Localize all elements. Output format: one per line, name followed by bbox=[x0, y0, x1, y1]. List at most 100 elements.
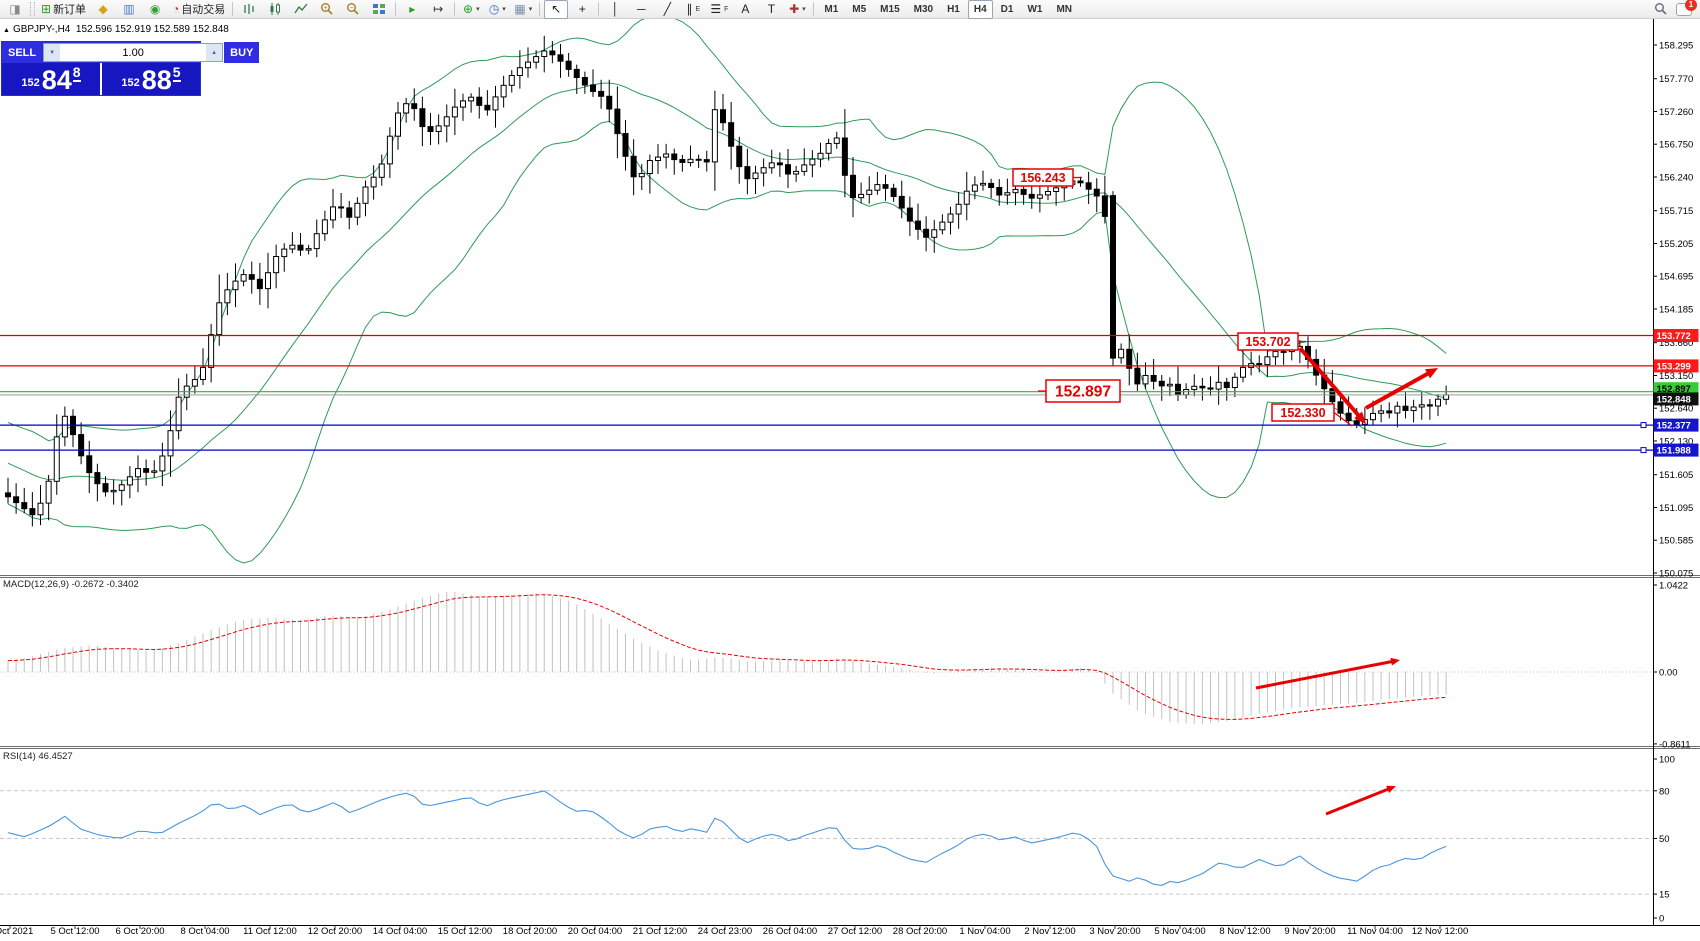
text-button[interactable]: A bbox=[733, 0, 757, 19]
time-axis: 1 Oct 2021 5 Oct 12:00 6 Oct 20:00 8 Oct 04… bbox=[0, 925, 1468, 937]
bar-chart-button[interactable] bbox=[237, 0, 261, 19]
text-label-button[interactable]: T bbox=[759, 0, 783, 19]
toolbar-grip[interactable] bbox=[30, 2, 35, 16]
arrows-icon: ✚ bbox=[789, 2, 800, 16]
svg-text:152.130: 152.130 bbox=[1659, 437, 1693, 448]
depth-of-market-icon[interactable]: ▥ bbox=[117, 0, 141, 19]
tile-windows-button[interactable] bbox=[367, 0, 391, 19]
vertical-line-button[interactable]: │ bbox=[603, 0, 627, 19]
toolbar-separator bbox=[232, 2, 234, 16]
line-chart-button[interactable] bbox=[289, 0, 313, 19]
svg-text:152.897: 152.897 bbox=[1055, 384, 1111, 401]
svg-text:154.185: 154.185 bbox=[1659, 305, 1693, 316]
svg-text:-0.8611: -0.8611 bbox=[1659, 739, 1691, 750]
svg-text:11 Oct 12:00: 11 Oct 12:00 bbox=[243, 926, 297, 937]
chevron-down-icon: ▾ bbox=[528, 6, 533, 13]
autotrading-button[interactable]: ◔ 自动交易 bbox=[169, 0, 228, 19]
svg-text:12 Nov 12:00: 12 Nov 12:00 bbox=[1412, 926, 1469, 937]
buy-price[interactable]: 152 88 5 bbox=[100, 63, 200, 95]
timeframe-mn-button[interactable]: MN bbox=[1056, 3, 1073, 15]
chart-shift-button[interactable]: ↦ bbox=[426, 0, 450, 19]
eraser-icon[interactable]: ◆ bbox=[91, 0, 115, 19]
buy-price-prefix: 152 bbox=[121, 77, 140, 89]
timeframe-m1-button[interactable]: M1 bbox=[824, 3, 839, 15]
toolbar-right-icons: 1 bbox=[1654, 0, 1697, 16]
svg-text:150.075: 150.075 bbox=[1659, 569, 1693, 580]
indicators-button[interactable]: ⊕ ▾ bbox=[459, 0, 483, 19]
horizontal-line-button[interactable]: ─ bbox=[629, 0, 653, 19]
buy-price-big: 88 bbox=[141, 65, 172, 96]
price-badges: 153.772 153.299 152.897 152.377 151.988 152.8… bbox=[1653, 329, 1699, 457]
sell-price[interactable]: 152 84 8 bbox=[2, 63, 100, 95]
notification-badge: 1 bbox=[1685, 0, 1697, 11]
volume-control: ▼ ▲ bbox=[43, 43, 224, 62]
svg-text:156.240: 156.240 bbox=[1659, 173, 1693, 184]
volume-increase-button[interactable]: ▲ bbox=[206, 44, 223, 61]
svg-text:155.715: 155.715 bbox=[1659, 206, 1693, 217]
horizontal-line-icon: ─ bbox=[637, 2, 646, 16]
timeframe-h1-button[interactable]: H1 bbox=[947, 3, 960, 15]
templates-button[interactable]: ▦ ▾ bbox=[511, 0, 535, 19]
indicators-icon: ⊕ bbox=[463, 2, 474, 16]
timeframe-d1-button[interactable]: D1 bbox=[1000, 3, 1014, 15]
svg-text:15: 15 bbox=[1659, 890, 1670, 901]
sell-button[interactable]: SELL bbox=[2, 42, 43, 63]
auto-scroll-button[interactable]: ▸ bbox=[400, 0, 424, 19]
zoom-out-button[interactable]: − bbox=[341, 0, 365, 19]
periods-button[interactable]: ◷ ▾ bbox=[485, 0, 509, 19]
arrows-button[interactable]: ✚ ▾ bbox=[785, 0, 809, 19]
volume-input[interactable] bbox=[60, 44, 207, 61]
new-order-icon: ⊞ bbox=[41, 2, 52, 16]
svg-text:18 Oct 20:00: 18 Oct 20:00 bbox=[503, 926, 557, 937]
trend-arrows[interactable] bbox=[1255, 346, 1438, 816]
horizontal-line-objects[interactable] bbox=[0, 334, 1653, 454]
autotrading-button-label: 自动交易 bbox=[181, 4, 226, 16]
crosshair-button[interactable]: + bbox=[570, 0, 594, 19]
svg-text:0.00: 0.00 bbox=[1659, 668, 1678, 679]
toolbar-separator bbox=[539, 2, 541, 16]
new-order-button[interactable]: ⊞ 新订单 bbox=[38, 0, 89, 19]
svg-text:26 Oct 04:00: 26 Oct 04:00 bbox=[763, 926, 817, 937]
svg-text:14 Oct 04:00: 14 Oct 04:00 bbox=[373, 926, 427, 937]
chart-shift-icon: ↦ bbox=[433, 2, 444, 16]
volume-decrease-button[interactable]: ▼ bbox=[44, 44, 61, 61]
equidistant-channel-button[interactable]: ∥ E bbox=[681, 0, 705, 19]
fibonacci-button[interactable]: ☰ F bbox=[707, 0, 731, 19]
svg-text:100: 100 bbox=[1659, 755, 1675, 766]
crosshair-icon: + bbox=[578, 2, 586, 16]
svg-text:152.640: 152.640 bbox=[1659, 404, 1693, 415]
timeframe-m30-button[interactable]: M30 bbox=[913, 3, 934, 15]
signals-icon[interactable]: ◉ bbox=[143, 0, 167, 19]
templates-icon: ▦ bbox=[514, 2, 526, 16]
market-watch-icon[interactable]: ◨ bbox=[3, 0, 27, 19]
zoom-in-button[interactable]: + bbox=[315, 0, 339, 19]
svg-text:2 Nov 12:00: 2 Nov 12:00 bbox=[1024, 926, 1075, 937]
timeframe-w1-button[interactable]: W1 bbox=[1027, 3, 1043, 15]
svg-text:151.988: 151.988 bbox=[1657, 446, 1691, 457]
price-annotation-labels[interactable]: 156.243 153.702 152.897 152.330 bbox=[1012, 168, 1353, 427]
pane-separators[interactable] bbox=[0, 575, 1700, 749]
timeframe-m15-button[interactable]: M15 bbox=[880, 3, 900, 15]
svg-text:50: 50 bbox=[1659, 834, 1670, 845]
timeframe-m5-button[interactable]: M5 bbox=[852, 3, 867, 15]
icon-suffix: F bbox=[724, 5, 729, 13]
timeframe-h4-button[interactable]: H4 bbox=[967, 0, 993, 19]
buy-button[interactable]: BUY bbox=[224, 42, 260, 63]
symbol-info: ▲ GBPJPY-,H4 152.596 152.919 152.589 152.… bbox=[3, 24, 229, 35]
toolbar-separator bbox=[813, 2, 815, 16]
candlestick-chart-button[interactable] bbox=[263, 0, 287, 19]
candlestick-series[interactable] bbox=[5, 35, 1450, 527]
notifications-icon[interactable]: 1 bbox=[1676, 0, 1697, 16]
periods-icon: ◷ bbox=[488, 2, 500, 16]
svg-text:156.243: 156.243 bbox=[1020, 171, 1065, 185]
cursor-button[interactable]: ↖ bbox=[544, 0, 569, 19]
search-icon[interactable] bbox=[1654, 2, 1668, 16]
cursor-icon: ↖ bbox=[551, 2, 562, 16]
svg-text:150.585: 150.585 bbox=[1659, 536, 1693, 547]
svg-text:1.0422: 1.0422 bbox=[1659, 581, 1688, 592]
trendline-button[interactable]: ╱ bbox=[655, 0, 679, 19]
eraser-icon-icon: ◆ bbox=[98, 2, 108, 16]
buy-price-pip: 5 bbox=[172, 64, 181, 82]
